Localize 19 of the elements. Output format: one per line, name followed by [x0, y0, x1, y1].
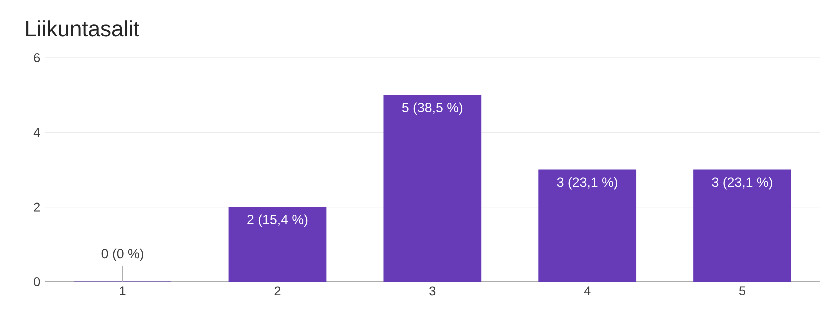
data-label: 3 (23,1 %) — [712, 177, 772, 190]
y-tick-label: 0 — [34, 278, 40, 286]
y-tick-label: 6 — [34, 54, 40, 62]
x-tick-label: 3 — [430, 286, 436, 296]
bar — [694, 170, 792, 282]
x-tick-label: 4 — [584, 286, 591, 296]
data-label: 2 (15,4 %) — [248, 214, 308, 228]
x-tick-label: 5 — [740, 286, 746, 296]
y-tick-label: 4 — [34, 128, 40, 138]
x-tick-label: 2 — [274, 286, 281, 296]
data-label: 0 (0 %) — [102, 248, 144, 262]
x-tick-label: 1 — [120, 286, 126, 296]
data-label: 3 (23,1 %) — [557, 177, 618, 190]
y-tick-label: 2 — [34, 202, 40, 212]
data-label: 5 (38,5 %) — [402, 102, 463, 116]
bar — [384, 95, 482, 282]
chart-title: Liikuntasalit — [26, 20, 140, 37]
bar — [538, 170, 637, 282]
bar — [228, 207, 327, 282]
